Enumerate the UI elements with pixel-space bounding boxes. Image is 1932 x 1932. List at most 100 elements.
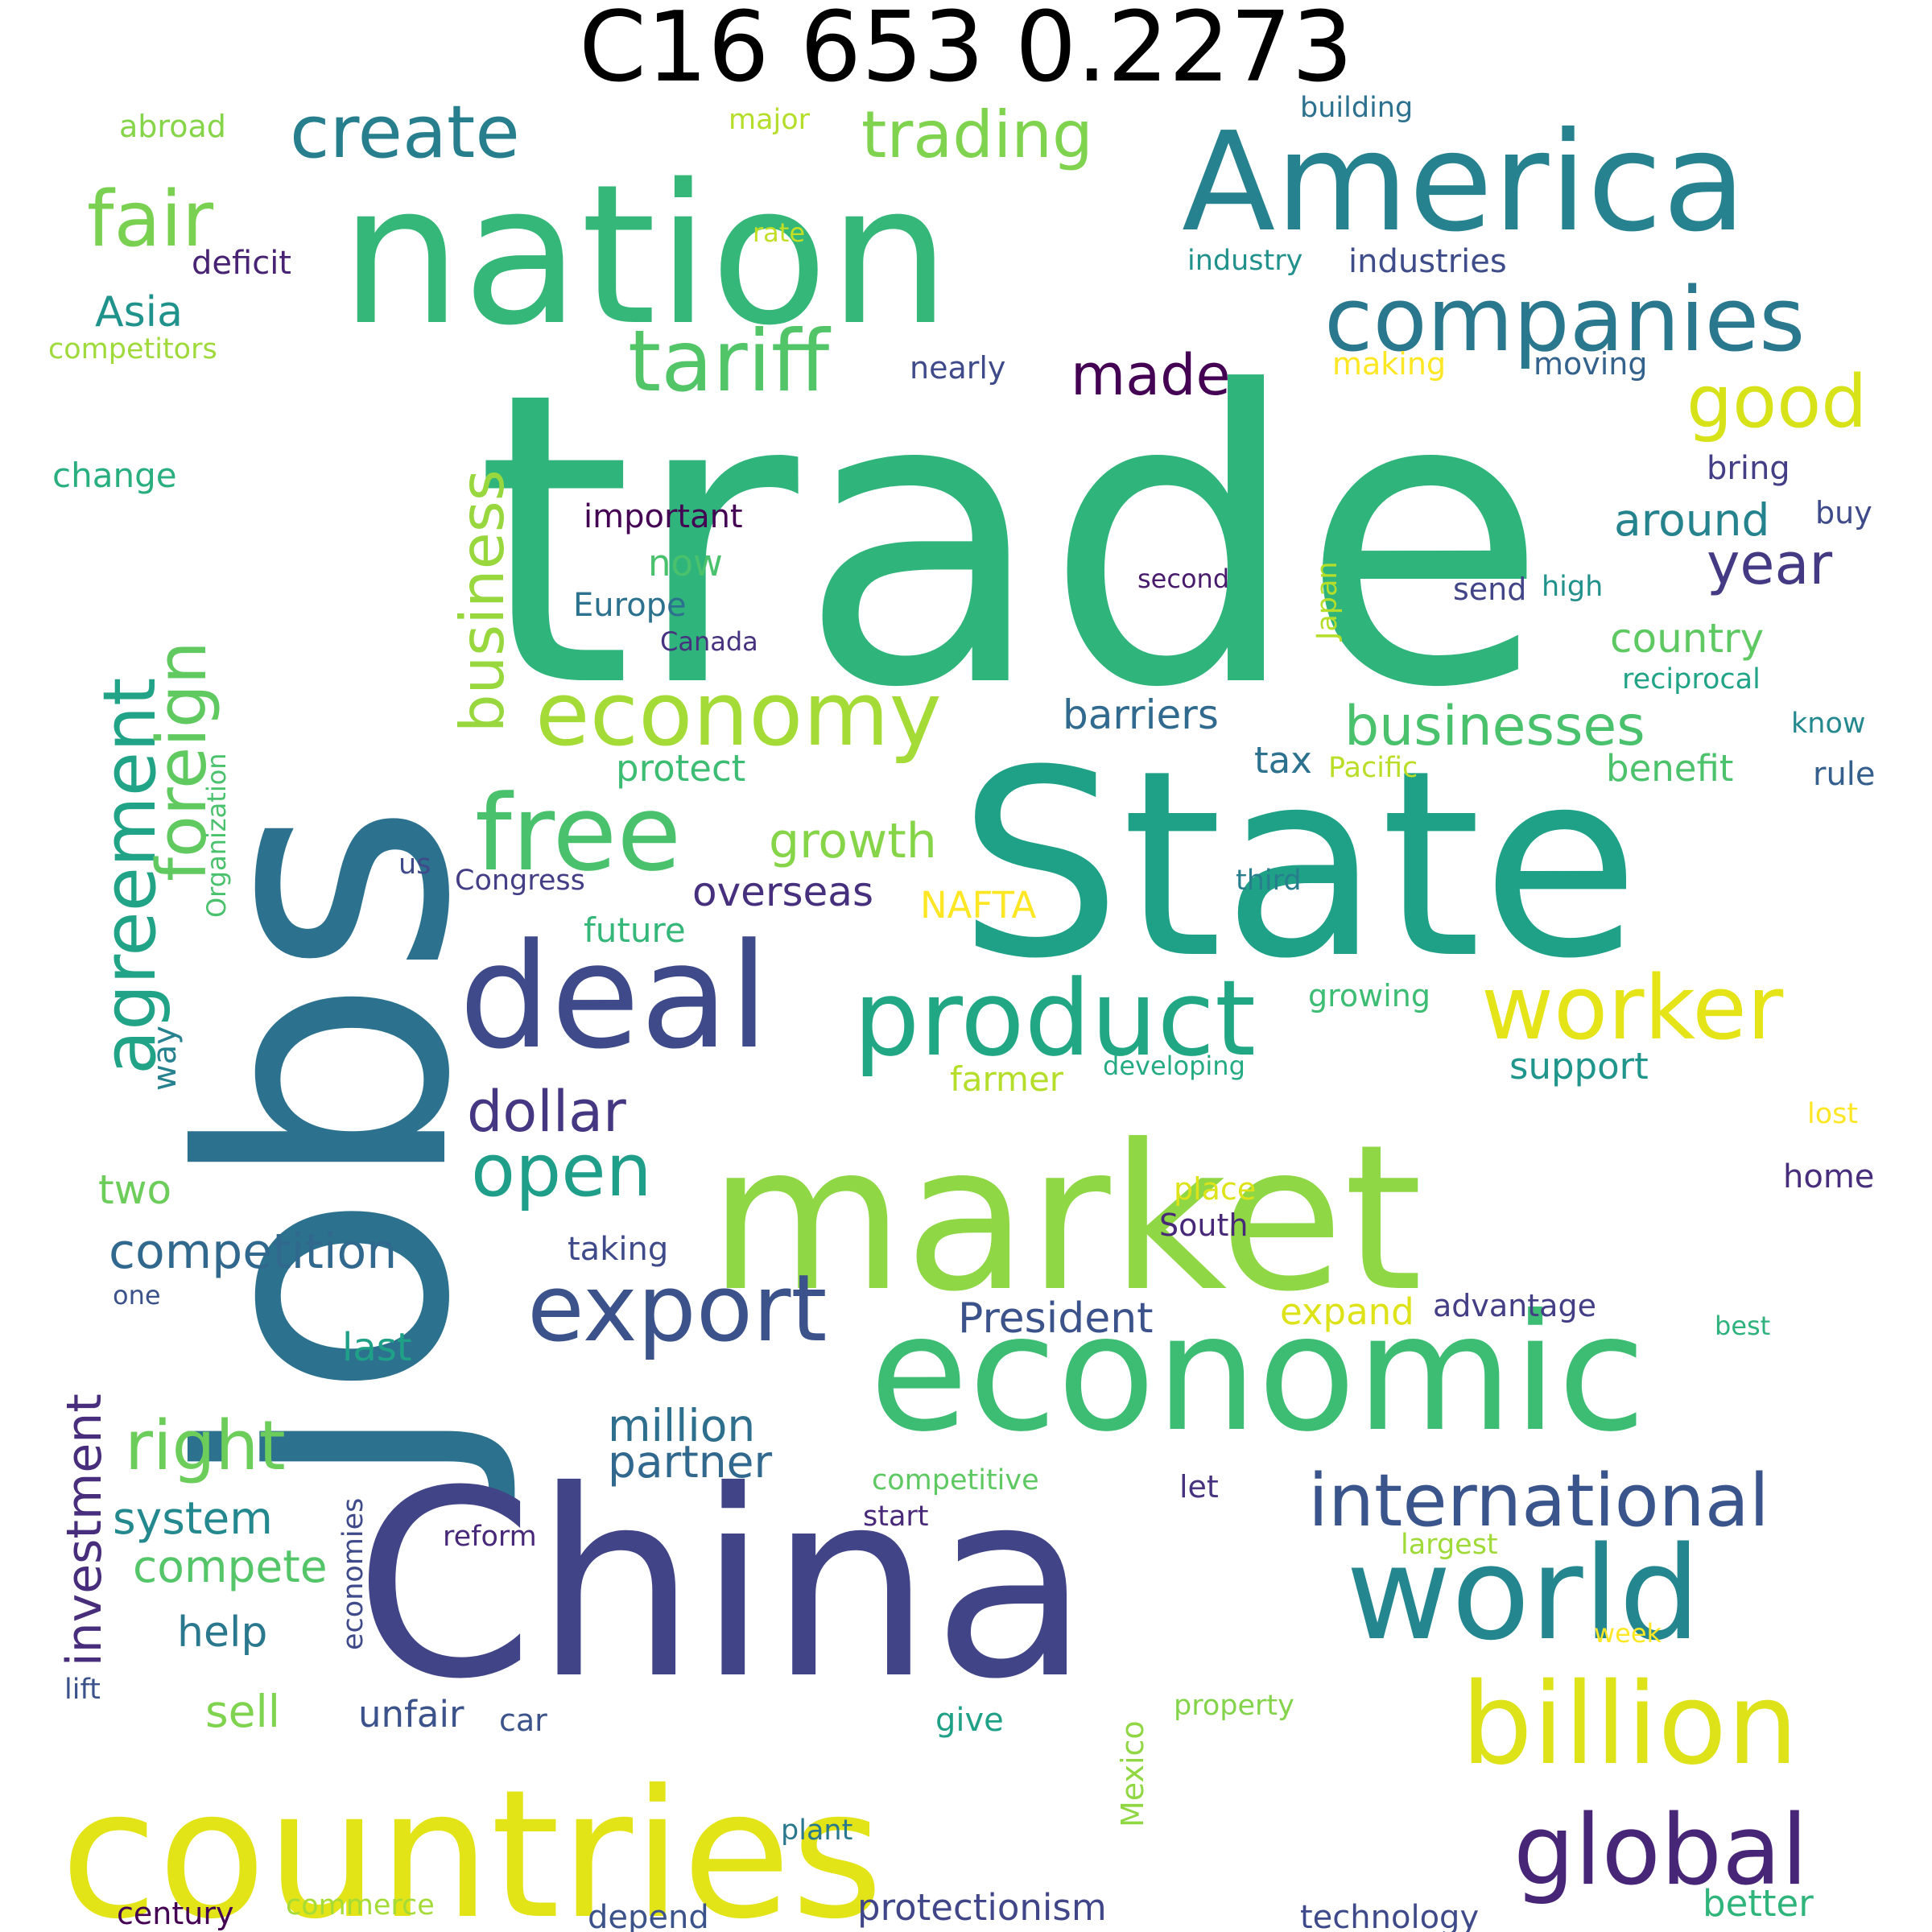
word-foreign: foreign	[142, 641, 222, 881]
word-asia: Asia	[95, 288, 183, 336]
word-fair: fair	[87, 175, 214, 264]
word-china: China	[354, 1436, 1090, 1736]
word-home: home	[1783, 1158, 1874, 1195]
word-place: place	[1174, 1171, 1256, 1207]
word-change: change	[52, 456, 177, 495]
word-bring: bring	[1707, 450, 1790, 487]
word-building: building	[1300, 92, 1413, 124]
word-best: best	[1715, 1311, 1770, 1341]
word-overseas: overseas	[692, 869, 873, 915]
word-industry: industry	[1187, 245, 1302, 277]
word-give: give	[935, 1702, 1004, 1739]
word-pacific: Pacific	[1328, 752, 1418, 784]
word-global: global	[1513, 1795, 1808, 1907]
word-reform: reform	[443, 1521, 537, 1553]
word-barriers: barriers	[1063, 691, 1219, 738]
word-expand: expand	[1280, 1290, 1414, 1333]
word-buy: buy	[1815, 495, 1872, 530]
word-last: last	[342, 1325, 412, 1370]
word-rate: rate	[753, 217, 805, 248]
word-dollar: dollar	[467, 1079, 626, 1145]
word-europe: Europe	[573, 587, 687, 624]
word-economies: economies	[337, 1498, 369, 1650]
word-taking: taking	[568, 1231, 668, 1268]
figure-title: C16 653 0.2273	[579, 0, 1353, 104]
word-mexico: Mexico	[1115, 1720, 1150, 1827]
word-abroad: abroad	[119, 109, 226, 144]
word-property: property	[1174, 1690, 1294, 1722]
word-nation: nation	[340, 142, 951, 368]
word-advantage: advantage	[1433, 1288, 1596, 1323]
word-commerce: commerce	[286, 1889, 435, 1922]
word-good: good	[1686, 360, 1867, 444]
word-economy: economy	[535, 663, 942, 766]
word-deficit: deficit	[192, 245, 291, 282]
word-growth: growth	[769, 813, 937, 869]
word-export: export	[527, 1255, 828, 1363]
word-century: century	[117, 1896, 233, 1931]
word-free: free	[475, 772, 681, 894]
word-support: support	[1509, 1045, 1649, 1088]
word-competition: competition	[109, 1224, 397, 1280]
word-worker: worker	[1481, 956, 1784, 1059]
word-reciprocal: reciprocal	[1622, 663, 1761, 696]
word-rule: rule	[1813, 756, 1876, 793]
word-organization: Organization	[201, 753, 232, 918]
word-one: one	[113, 1280, 161, 1311]
word-agreement: agreement	[88, 678, 172, 1075]
word-businesses: businesses	[1344, 695, 1645, 758]
word-lost: lost	[1807, 1098, 1858, 1130]
word-country: country	[1610, 615, 1764, 662]
word-know: know	[1791, 708, 1866, 740]
word-growing: growing	[1308, 978, 1430, 1013]
word-making: making	[1332, 346, 1446, 382]
word-competitors: competitors	[48, 333, 217, 365]
word-third: third	[1236, 865, 1302, 897]
word-south: South	[1159, 1208, 1248, 1243]
word-high: high	[1542, 571, 1603, 603]
word-countries: countries	[60, 1752, 883, 1932]
word-lift: lift	[64, 1674, 101, 1706]
word-investment: investment	[56, 1393, 113, 1666]
word-compete: compete	[133, 1541, 328, 1592]
word-international: international	[1308, 1459, 1769, 1543]
word-japan: Japan	[1311, 561, 1344, 642]
word-around: around	[1614, 494, 1769, 546]
word-unfair: unfair	[358, 1693, 464, 1736]
word-plant: plant	[781, 1814, 852, 1847]
word-major: major	[729, 104, 811, 136]
word-tax: tax	[1254, 739, 1312, 782]
word-product: product	[853, 957, 1256, 1080]
word-important: important	[584, 498, 743, 535]
word-world: world	[1346, 1518, 1701, 1669]
word-system: system	[113, 1492, 273, 1544]
word-second: second	[1137, 564, 1229, 594]
word-congress: Congress	[455, 865, 585, 897]
word-companies: companies	[1324, 268, 1805, 371]
word-open: open	[471, 1129, 652, 1213]
word-depend: depend	[588, 1899, 709, 1932]
word-protectionism: protectionism	[857, 1886, 1107, 1929]
word-two: two	[98, 1166, 171, 1213]
word-billion: billion	[1461, 1659, 1798, 1790]
word-way: way	[147, 1026, 184, 1091]
word-president: President	[958, 1294, 1154, 1343]
word-america: America	[1182, 103, 1746, 262]
word-moving: moving	[1534, 346, 1648, 382]
word-help: help	[177, 1608, 267, 1657]
word-state: State	[958, 716, 1640, 1015]
word-developing: developing	[1103, 1051, 1245, 1081]
word-market: market	[708, 1101, 1422, 1335]
word-year: year	[1707, 531, 1832, 597]
word-farmer: farmer	[950, 1059, 1064, 1099]
word-million: million	[608, 1400, 755, 1451]
word-economic: economic	[869, 1280, 1646, 1468]
word-right: right	[125, 1406, 286, 1486]
word-canada: Canada	[660, 626, 758, 657]
word-future: future	[584, 910, 686, 950]
word-technology: technology	[1300, 1899, 1479, 1932]
word-competitive: competitive	[872, 1464, 1039, 1496]
word-car: car	[499, 1703, 547, 1738]
word-let: let	[1179, 1469, 1219, 1505]
